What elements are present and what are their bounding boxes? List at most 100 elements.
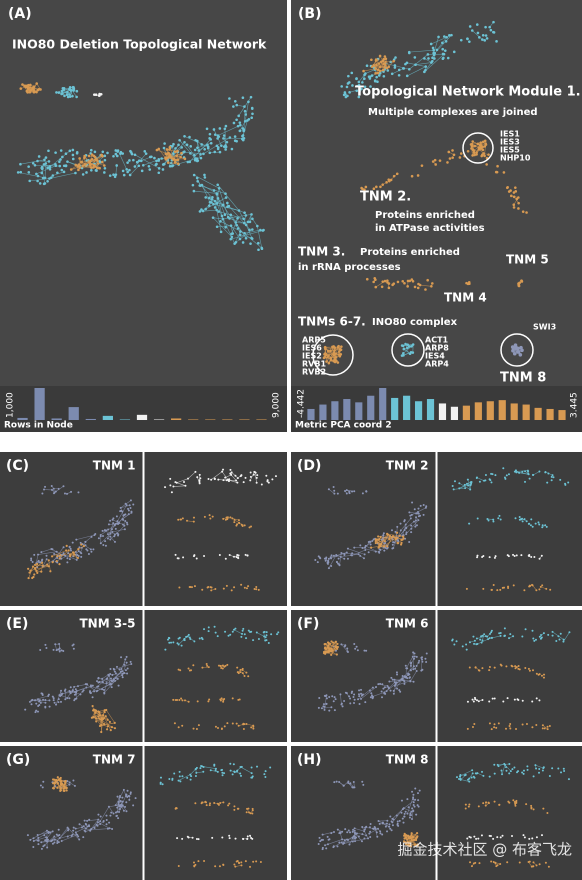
node — [407, 806, 410, 809]
node — [487, 153, 490, 156]
node — [257, 248, 260, 252]
node — [496, 164, 499, 168]
subpanel — [144, 746, 287, 880]
node — [501, 834, 504, 837]
node — [248, 220, 252, 224]
node — [342, 93, 346, 97]
node — [325, 697, 328, 700]
node — [514, 469, 517, 472]
node — [441, 57, 445, 61]
node — [46, 166, 49, 170]
node — [210, 201, 213, 204]
node — [191, 183, 195, 187]
node — [407, 67, 411, 71]
node — [113, 540, 116, 543]
node — [518, 861, 521, 864]
node — [168, 145, 172, 149]
node — [409, 514, 412, 517]
node — [502, 467, 505, 470]
node — [171, 145, 174, 148]
node — [318, 836, 321, 839]
node — [237, 861, 240, 864]
node — [43, 834, 46, 837]
annotation: IES1 — [500, 130, 520, 139]
node — [332, 845, 335, 848]
node — [483, 479, 486, 482]
node — [544, 524, 547, 527]
node — [31, 161, 35, 165]
node — [345, 492, 348, 495]
node — [256, 224, 259, 228]
node — [375, 185, 378, 189]
node — [534, 522, 537, 525]
node — [28, 90, 32, 94]
node — [413, 843, 416, 846]
node — [322, 705, 325, 708]
node — [376, 68, 380, 71]
node — [325, 702, 328, 705]
node — [100, 730, 103, 734]
node — [391, 678, 394, 681]
network — [365, 276, 434, 291]
node — [242, 723, 245, 726]
node — [321, 833, 324, 836]
node — [121, 800, 124, 803]
node — [382, 74, 386, 78]
node — [57, 778, 60, 781]
node — [199, 477, 202, 480]
network — [455, 762, 570, 783]
node — [493, 726, 496, 729]
node — [377, 535, 380, 538]
node — [229, 213, 233, 217]
edge — [394, 680, 411, 687]
node — [79, 541, 82, 544]
node — [85, 171, 88, 174]
node — [105, 823, 108, 826]
node — [468, 666, 471, 669]
histogram-label: Metric PCA coord 2 — [295, 421, 392, 431]
node — [415, 664, 418, 667]
node — [334, 698, 337, 701]
node — [448, 34, 451, 37]
node — [505, 727, 508, 730]
histogram-bar — [205, 419, 216, 420]
node — [506, 185, 509, 189]
network — [464, 799, 549, 815]
node — [441, 41, 444, 45]
node — [432, 48, 435, 52]
annotation: TNM 4 — [444, 291, 487, 305]
node — [543, 727, 546, 730]
panel-label: (B) — [298, 6, 321, 22]
node — [57, 841, 60, 844]
node — [35, 82, 39, 85]
node — [376, 71, 380, 75]
edge — [410, 670, 417, 682]
node — [418, 789, 421, 792]
node — [517, 770, 520, 773]
node — [475, 643, 478, 646]
node — [392, 541, 395, 544]
node — [215, 225, 219, 229]
node — [471, 769, 474, 772]
node — [369, 543, 372, 546]
node — [469, 488, 472, 491]
node — [476, 554, 479, 557]
node — [162, 146, 166, 150]
node — [541, 769, 544, 772]
node — [223, 772, 226, 775]
node — [458, 482, 461, 485]
node — [498, 803, 501, 806]
network — [176, 834, 254, 841]
node — [236, 554, 239, 557]
node — [327, 644, 330, 647]
node — [106, 725, 110, 728]
node — [411, 655, 414, 658]
node — [340, 841, 343, 844]
node — [219, 664, 222, 667]
edge — [178, 774, 191, 781]
node — [383, 686, 386, 689]
edge — [492, 635, 501, 639]
node — [117, 522, 120, 525]
node — [235, 103, 239, 107]
node — [323, 346, 327, 349]
